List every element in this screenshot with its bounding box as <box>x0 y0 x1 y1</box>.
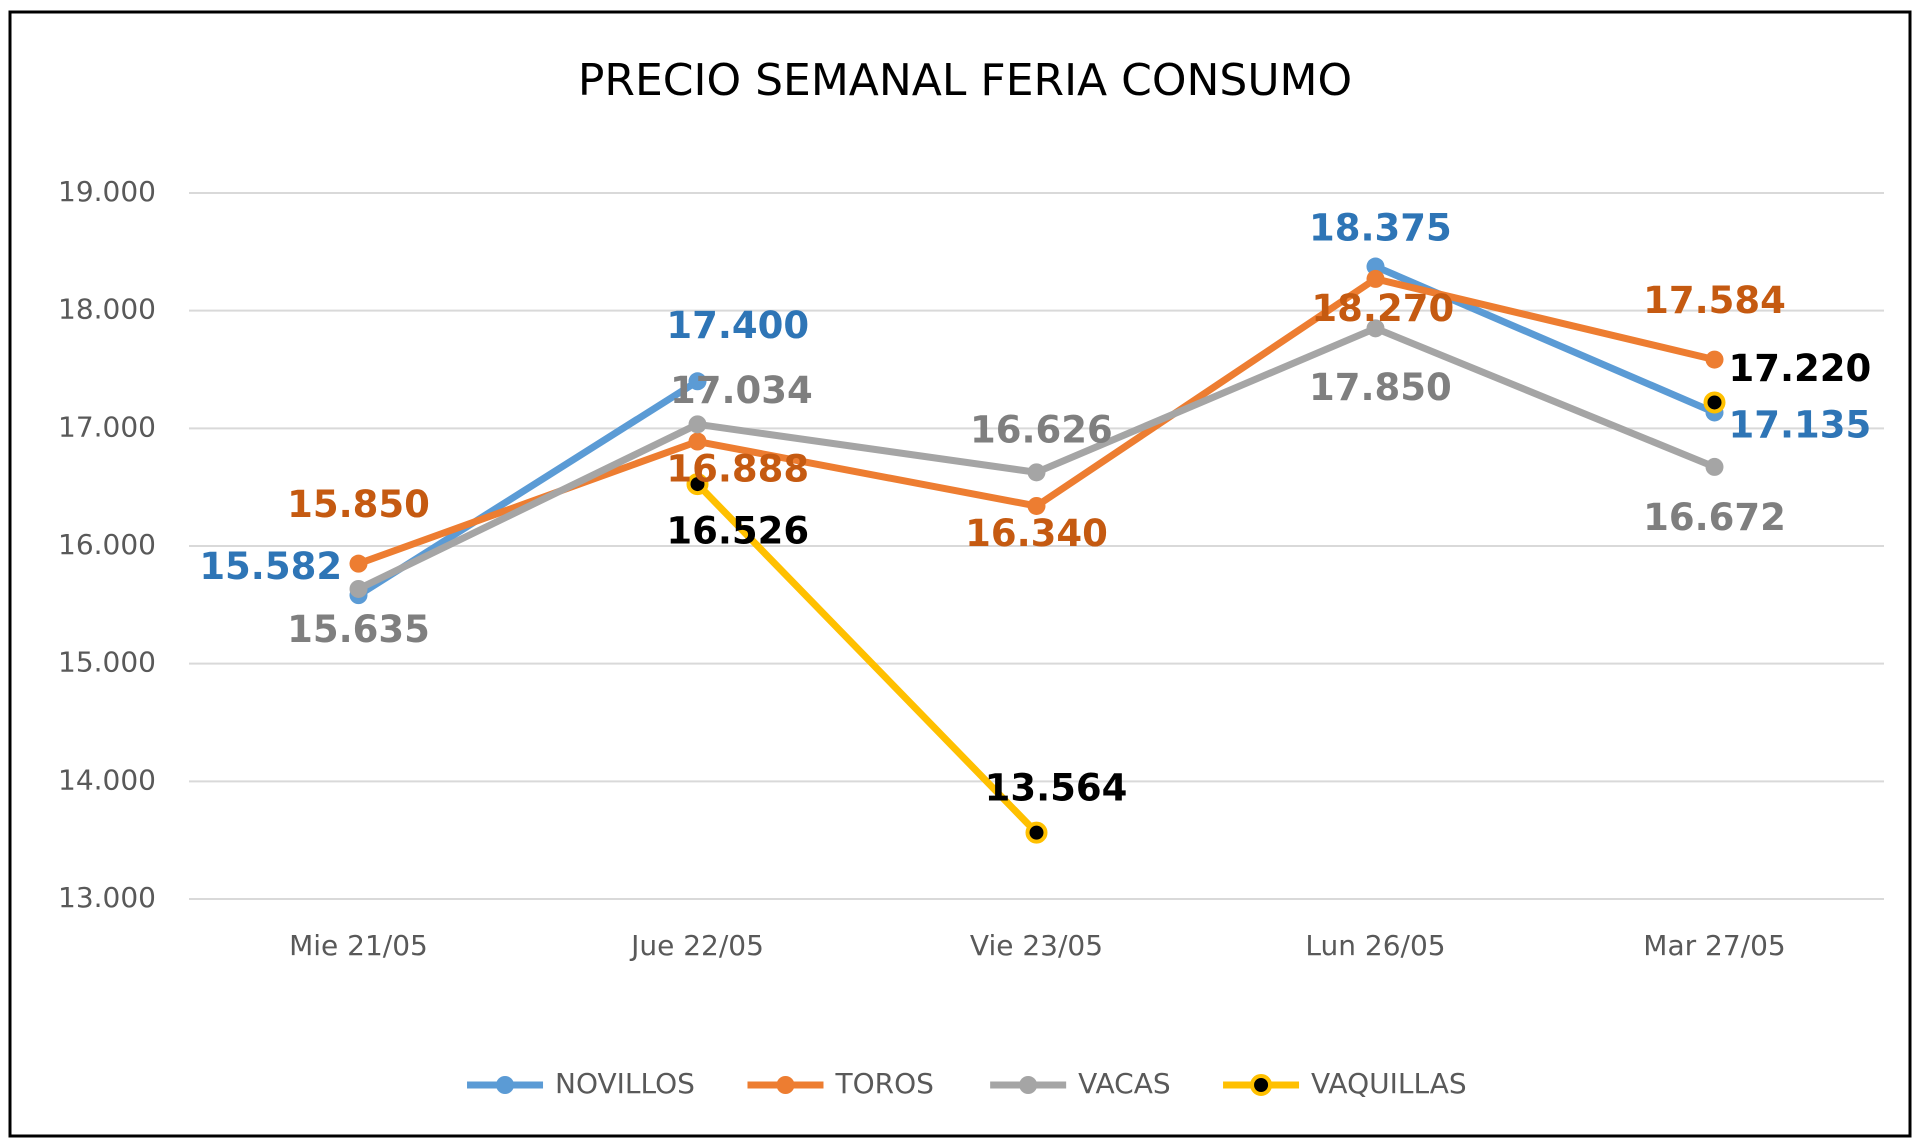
data-point <box>349 554 368 573</box>
data-label: 18.270 <box>1311 287 1454 330</box>
y-tick-label: 17.000 <box>58 410 156 443</box>
data-label: 17.034 <box>670 369 813 412</box>
data-label: 16.626 <box>970 409 1113 452</box>
legend-marker <box>496 1076 515 1094</box>
y-tick-label: 18.000 <box>58 293 156 326</box>
x-tick-label: Vie 23/05 <box>970 929 1103 962</box>
legend-label: NOVILLOS <box>555 1067 695 1100</box>
legend-label: VACAS <box>1078 1067 1171 1100</box>
data-point <box>686 473 709 496</box>
x-tick-label: Mar 27/05 <box>1643 929 1785 962</box>
data-point <box>688 415 707 434</box>
data-label: 17.850 <box>1309 366 1452 409</box>
y-tick-label: 16.000 <box>58 528 156 561</box>
data-point <box>688 432 707 451</box>
y-tick-label: 15.000 <box>58 646 156 679</box>
legend-label: TOROS <box>834 1067 933 1100</box>
data-label: 16.340 <box>965 512 1108 555</box>
x-tick-label: Mie 21/05 <box>289 929 428 962</box>
x-tick-label: Lun 26/05 <box>1305 929 1445 962</box>
data-label: 15.850 <box>287 483 430 526</box>
data-point <box>1027 463 1046 482</box>
data-label: 17.220 <box>1728 347 1871 390</box>
data-label: 17.400 <box>666 304 809 347</box>
data-label: 17.135 <box>1728 404 1871 447</box>
legend-marker <box>1019 1076 1038 1094</box>
x-tick-label: Jue 22/05 <box>629 929 764 962</box>
data-point <box>1366 257 1385 276</box>
data-label: 15.635 <box>287 608 430 651</box>
data-point <box>1705 457 1724 476</box>
data-point <box>1025 821 1048 844</box>
legend-marker <box>776 1076 795 1094</box>
data-point <box>1705 350 1724 369</box>
data-point <box>1366 319 1385 338</box>
data-point <box>1366 269 1385 288</box>
data-label: 18.375 <box>1309 206 1452 249</box>
data-label: 16.526 <box>666 509 809 552</box>
data-label: 16.888 <box>666 447 809 490</box>
chart-frame <box>8 10 1912 1138</box>
data-point <box>688 372 707 391</box>
chart-title: PRECIO SEMANAL FERIA CONSUMO <box>578 55 1352 106</box>
legend-marker <box>1250 1074 1273 1096</box>
data-label: 17.584 <box>1643 279 1786 322</box>
data-point <box>349 579 368 598</box>
y-tick-label: 19.000 <box>58 175 156 208</box>
y-tick-label: 14.000 <box>58 763 156 796</box>
data-label: 15.582 <box>199 545 342 588</box>
data-point <box>1703 391 1726 414</box>
legend-label: VAQUILLAS <box>1311 1067 1467 1100</box>
data-label: 16.672 <box>1643 496 1786 539</box>
data-point <box>1027 496 1046 515</box>
y-tick-label: 13.000 <box>58 881 156 914</box>
data-label: 13.564 <box>985 766 1128 809</box>
